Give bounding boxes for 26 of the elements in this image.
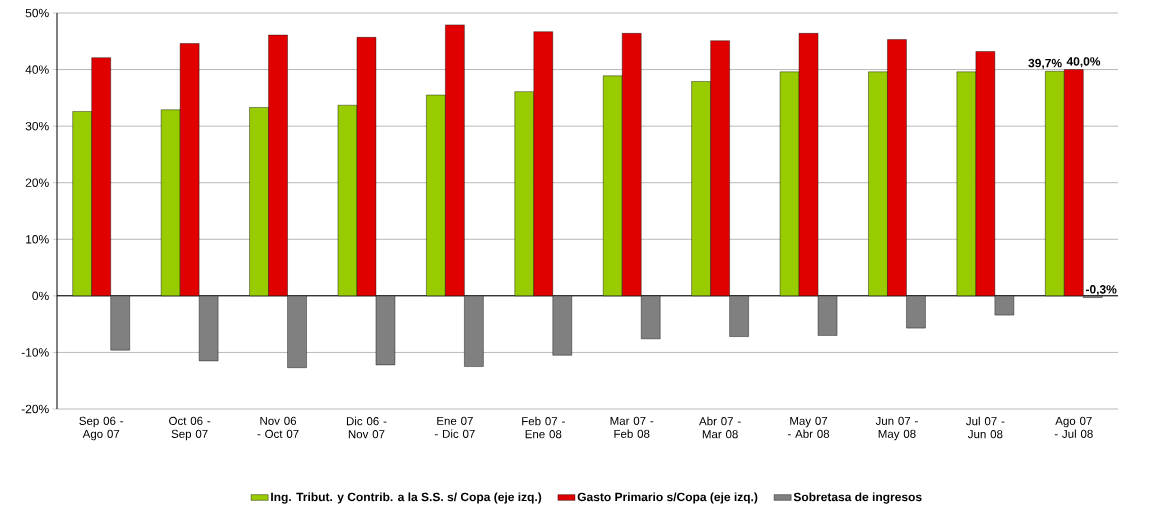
legend-label: Sobretasa de ingresos [793, 492, 922, 504]
data-label: -0,3% [1085, 285, 1117, 296]
x-tick-label: Abr 07 - Mar 08 [699, 416, 741, 439]
x-tick-label: Jun 07 - May 08 [875, 416, 918, 441]
x-tick-label: Nov 06 - Oct 07 [257, 416, 299, 438]
y-tick-label: 10% [26, 235, 49, 244]
legend-label: Gasto Primario s/Copa (eje izq.) [577, 492, 758, 504]
x-tick-label: Ago 07 - Jul 08 [1054, 416, 1093, 438]
x-tick-label: Feb 07 - Ene 08 [522, 416, 565, 439]
y-tick-label: 20% [25, 178, 49, 187]
x-tick-label: Oct 06 - Sep 07 [169, 416, 211, 441]
x-tick-label: May 07 - Abr 08 [787, 416, 830, 438]
x-tick-label: Dic 06 - Nov 07 [346, 416, 387, 439]
data-label: 40,0% [1066, 57, 1101, 68]
y-tick-label: 50% [25, 8, 49, 18]
y-tick-label: 40% [25, 65, 49, 74]
y-tick-label: 0% [32, 291, 49, 301]
y-tick-label: 30% [25, 121, 49, 131]
x-tick-label: Ene 07 - Dic 07 [434, 416, 475, 438]
x-tick-label: Sep 06 - Ago 07 [79, 416, 124, 441]
legend-label: Ing. Tribut. y Contrib. a la S.S. s/ Copa (eje izq.) [271, 492, 542, 504]
x-tick-label: Mar 07 - Feb 08 [610, 416, 654, 438]
y-tick-label: -20% [21, 404, 49, 414]
x-tick-label: Jul 07 - Jun 08 [966, 416, 1005, 439]
data-label: 39,7% [1028, 58, 1062, 70]
y-tick-label: -10% [21, 348, 49, 357]
